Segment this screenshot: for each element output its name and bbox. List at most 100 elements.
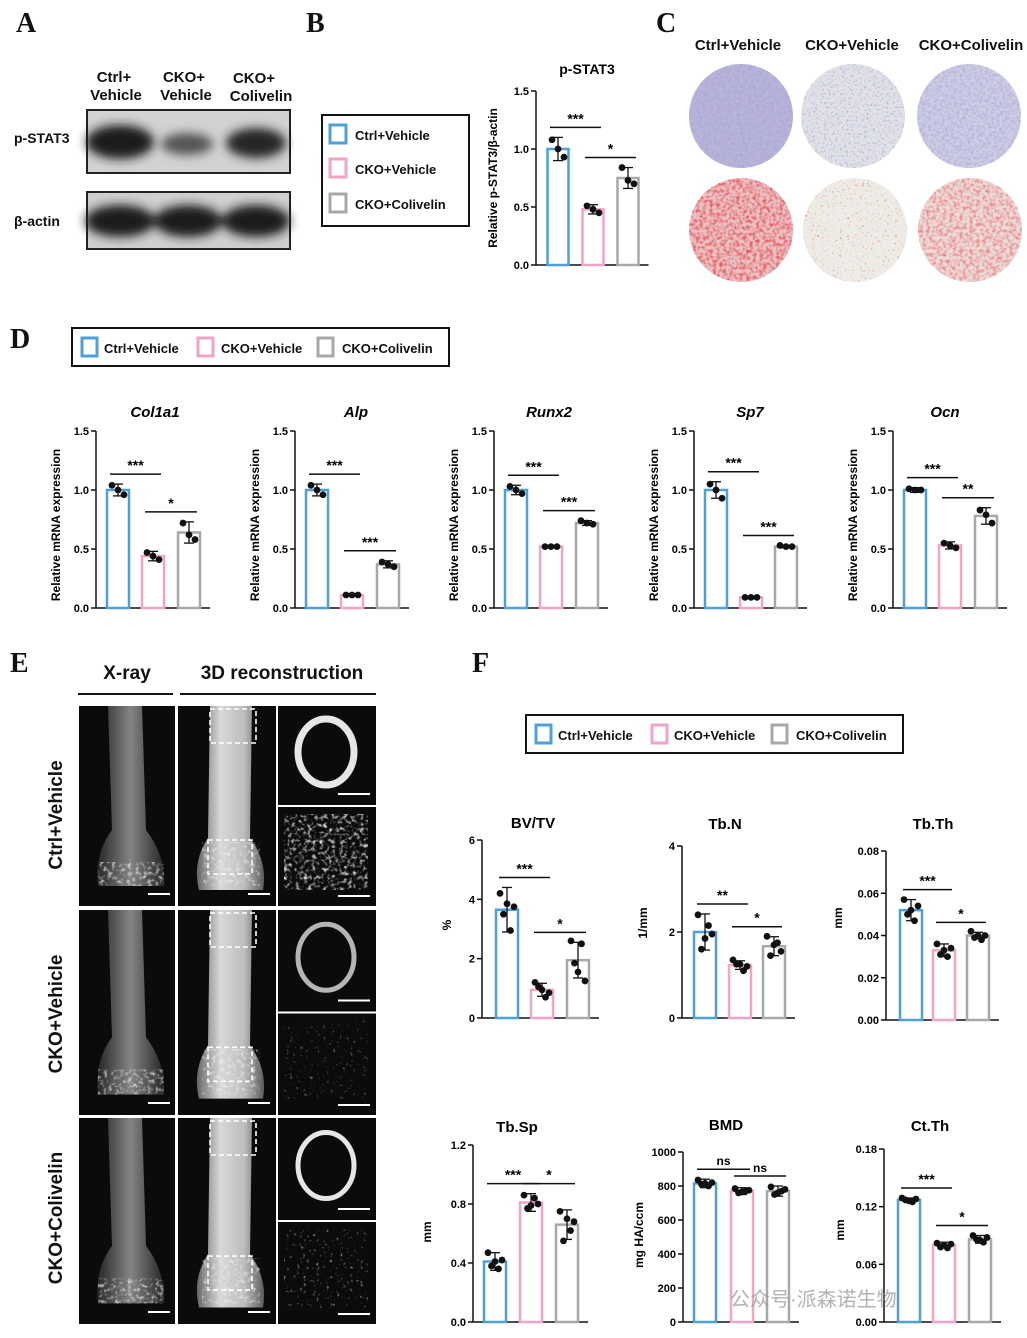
chart-d3-point-col-0 [577, 517, 585, 525]
chart-f6-point-ctrl-4 [905, 1197, 913, 1205]
chart-d4-tick-label-2: 1.0 [672, 485, 687, 497]
chart-f1-point-cko-4 [538, 986, 546, 994]
chart-f6-bar-ctrl [896, 1198, 922, 1324]
chart-d2-tick-label-2: 1.0 [273, 485, 288, 497]
chart-d5-tick-label-3: 1.5 [871, 426, 886, 438]
chart-f2-point-col-1 [777, 947, 785, 955]
trabecular-network-cko [284, 1020, 368, 1099]
chart-f6-title: Ct.Th [911, 1118, 949, 1135]
chart-d5-point-col-1 [988, 519, 996, 527]
legend-f-swatch-ctrl [534, 723, 553, 745]
chart-d-sp7: Sp7 Relative mRNA expression 0.0 0.5 1.0 1.5 *… [647, 404, 807, 615]
chart-d4-point-cko-1 [753, 593, 761, 601]
chart-f1-point-cko-3 [542, 993, 549, 1001]
chart-f4-title: Tb.Sp [496, 1119, 538, 1136]
chart-f3-sig-label-1: * [958, 905, 964, 921]
chart-b-point-col-2 [624, 176, 632, 184]
chart-f2-point-ctrl-3 [705, 922, 712, 929]
chart-b-point-col-1 [630, 180, 638, 188]
chart-d4-point-col-1 [788, 543, 796, 551]
chart-b-point-ctrl-2 [554, 145, 562, 153]
chart-d5-bar-col [973, 514, 999, 610]
chart-f5-title: BMD [709, 1117, 743, 1134]
chart-f1-sig-label-1: * [557, 915, 563, 931]
legend-d-frame [71, 327, 450, 367]
legend-b: Ctrl+Vehicle CKO+Vehicle CKO+Colivelin [321, 114, 470, 227]
chart-f5-point-cko-4 [738, 1188, 746, 1196]
chart-d5-tick-label-2: 1.0 [871, 485, 886, 497]
blot-col-3-line-2: Colivelin [230, 88, 293, 105]
chart-f1-title: BV/TV [511, 815, 555, 832]
xray-femur-cko [97, 910, 165, 1095]
chart-f1-point-col-1 [581, 977, 589, 985]
chart-d1-point-col-0 [179, 519, 187, 527]
chart-f4-sig-label-0: *** [505, 1167, 522, 1183]
chart-b-bar-col [616, 176, 640, 267]
chart-d3-sig-label-1: *** [561, 494, 578, 510]
chart-f4-point-col-2 [560, 1237, 567, 1245]
chart-f3-bar-ctrl [898, 908, 924, 1022]
chart-d1-point-cko-2 [149, 552, 157, 560]
chart-f6-tick-label-3: 0.18 [856, 1144, 877, 1156]
trabecular-network-ctrl [284, 814, 368, 890]
blot-col-1-line-2: Vehicle [90, 87, 142, 104]
chart-d5-point-col-2 [982, 511, 990, 519]
chart-f4-tick-label-2: 0.8 [451, 1199, 466, 1211]
chart-d4-sig-label-0: *** [725, 455, 742, 471]
chart-f1-sig-label-0: *** [516, 860, 533, 876]
chart-f2-point-col-2 [767, 952, 774, 960]
chart-f3-point-cko-3 [944, 953, 951, 961]
chart-d4-bar-ctrl [703, 488, 729, 610]
chart-f2-tick-label-1: 2 [669, 927, 675, 939]
chart-d3-point-cko-0 [541, 543, 549, 551]
chart-d5-point-ctrl-2 [911, 486, 919, 494]
chart-b-tick-label-1: 0.5 [514, 202, 529, 214]
chart-f3-point-col-0 [967, 927, 975, 935]
chart-b-tick-label-0: 0.0 [514, 260, 529, 272]
chart-f4-point-col-3 [567, 1227, 574, 1234]
panel-label-e: E [10, 648, 29, 679]
chart-f2-point-col-4 [770, 941, 778, 949]
chart-b-tick-label-3: 1.5 [514, 86, 529, 98]
chart-f6-bar-cko [931, 1243, 957, 1324]
chart-f1-tick-label-3: 6 [469, 835, 475, 847]
chart-d1-point-col-2 [185, 531, 193, 539]
chart-f2-point-cko-4 [736, 960, 744, 968]
chart-d1-sig-label-0: *** [127, 457, 144, 473]
e-row-label-cko: CKO+Vehicle [46, 955, 67, 1074]
chart-b-bar-ctrl [546, 147, 570, 267]
chart-f2-point-cko-3 [740, 967, 747, 975]
chart-d3-point-col-2 [583, 519, 591, 527]
chart-b-title: p-STAT3 [559, 61, 615, 77]
chart-d2-sig-label-1: *** [362, 534, 379, 550]
chart-d3-tick-label-1: 0.5 [472, 544, 487, 556]
chart-d1-tick-label-0: 0.0 [74, 603, 89, 615]
chart-d4-point-ctrl-2 [712, 486, 720, 494]
ars-well-cko-texture [803, 178, 907, 282]
panel-label-d: D [10, 324, 30, 355]
xray-condyle-col [98, 1278, 164, 1304]
chart-f3-tick-label-4: 0.08 [858, 846, 879, 858]
chart-d5-tick-label-1: 0.5 [871, 544, 886, 556]
chart-d3-title: Runx2 [526, 404, 573, 421]
chart-d1-bar-cko [140, 554, 166, 610]
chart-f4-point-col-0 [556, 1207, 564, 1215]
blot-col-2-line-1: CKO+ [163, 69, 205, 86]
chart-d1-point-col-1 [191, 536, 199, 543]
chart-f1-tick-label-2: 4 [469, 894, 476, 906]
legend-d-swatch-cko [196, 336, 215, 358]
legend-b-swatch-cko [328, 157, 348, 179]
legend-b-label-ctrl: Ctrl+Vehicle [355, 128, 430, 143]
legend-f-frame [525, 714, 904, 754]
chart-f4-point-ctrl-1 [498, 1256, 506, 1264]
ars-well-ctrl-texture [689, 178, 793, 282]
chart-f1-point-ctrl-4 [503, 900, 511, 908]
chart-f2-tick-label-2: 4 [669, 841, 676, 853]
chart-f3-point-ctrl-3 [911, 917, 918, 925]
chart-d5-point-ctrl-1 [917, 486, 925, 494]
chart-f6-point-cko-4 [940, 1241, 948, 1249]
chart-d1-tick-label-1: 0.5 [74, 544, 89, 556]
chart-f1-point-ctrl-0 [496, 890, 504, 897]
chart-f3-ylabel: mm [831, 907, 845, 928]
chart-b-point-cko-2 [589, 205, 597, 213]
